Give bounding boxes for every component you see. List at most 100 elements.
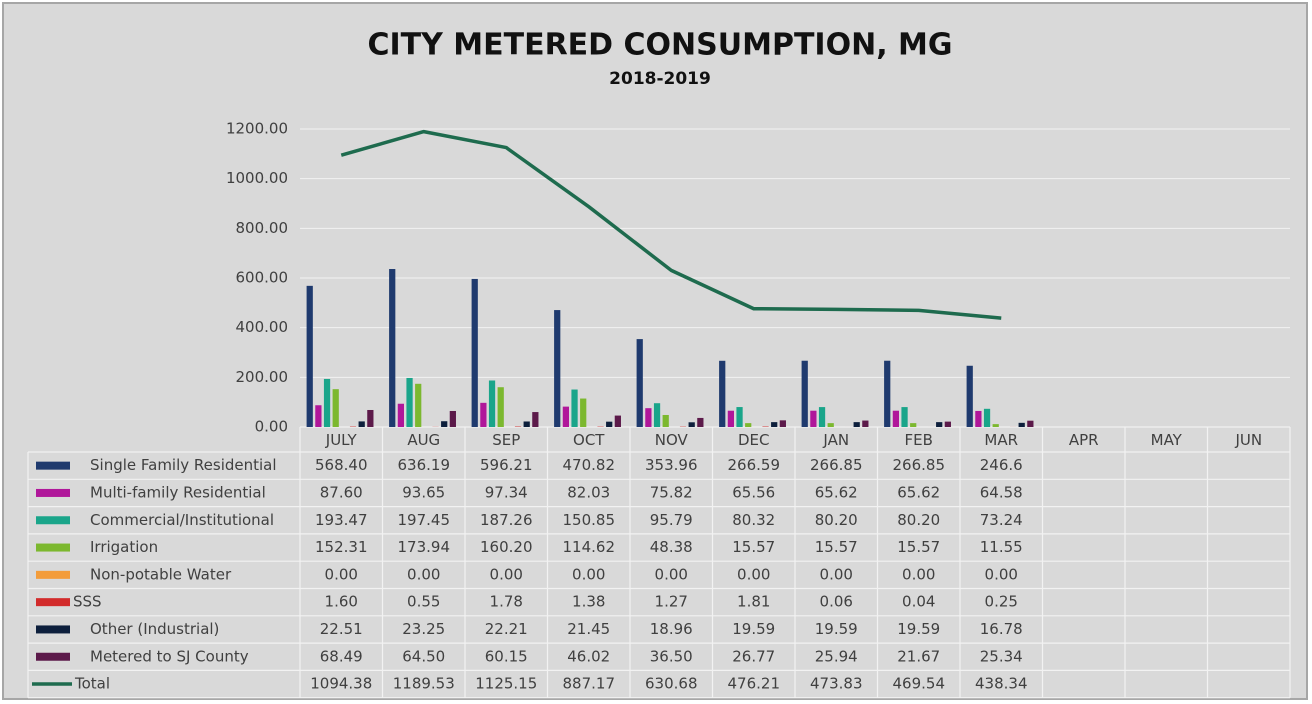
table-cell: 469.54 [893, 675, 946, 693]
table-cell: 64.58 [980, 483, 1023, 501]
table-cell: 266.59 [728, 456, 781, 474]
table-cell: 46.02 [567, 647, 610, 665]
table-cell: 197.45 [398, 511, 451, 529]
table-cell: 15.57 [815, 538, 858, 556]
table-cell: 470.82 [563, 456, 616, 474]
table-cell: 48.38 [650, 538, 693, 556]
x-tick-label: JULY [325, 431, 358, 449]
table-cell: 0.06 [820, 593, 853, 611]
bar [415, 383, 422, 427]
table-cell: 15.57 [732, 538, 775, 556]
table-cell: 0.00 [655, 565, 688, 583]
bar [332, 389, 339, 427]
x-tick-label: JUN [1234, 431, 1262, 449]
bar [315, 405, 322, 427]
bar [892, 410, 899, 427]
bar [323, 378, 331, 427]
table-cell: 636.19 [398, 456, 451, 474]
bar [810, 410, 817, 427]
table-cell: 1.81 [737, 593, 770, 611]
table-cell: 0.25 [985, 593, 1018, 611]
table-cell: 0.00 [407, 565, 440, 583]
chart-title: CITY METERED CONSUMPTION, MG [367, 28, 952, 63]
y-tick-label: 400.00 [236, 318, 289, 336]
table-cell: 1189.53 [393, 675, 455, 693]
bar [853, 422, 860, 427]
table-cell: 75.82 [650, 483, 693, 501]
bar [449, 410, 456, 427]
bar [884, 360, 891, 427]
legend-label: Non-potable Water [90, 565, 232, 583]
table-cell: 0.04 [902, 593, 935, 611]
legend-key [36, 598, 70, 607]
table-cell: 0.00 [572, 565, 605, 583]
line [340, 129, 1002, 320]
legend-key [36, 461, 70, 470]
table-cell: 266.85 [893, 456, 946, 474]
y-tick-label: 200.00 [236, 368, 289, 386]
table-cell: 1125.15 [475, 675, 537, 693]
table-cell: 630.68 [645, 675, 698, 693]
bar [397, 403, 404, 427]
x-tick-label: SEP [492, 431, 520, 449]
bar [688, 422, 695, 427]
table-cell: 16.78 [980, 620, 1023, 638]
bar [901, 407, 908, 427]
table-cell: 0.00 [902, 565, 935, 583]
table-cell: 438.34 [975, 675, 1028, 693]
bar [653, 403, 661, 427]
legend-key [36, 652, 70, 661]
bar [488, 380, 496, 427]
table-cell: 21.67 [897, 647, 940, 665]
bar [497, 387, 504, 427]
bar [827, 423, 834, 427]
table-cell: 353.96 [645, 456, 698, 474]
table-cell: 473.83 [810, 675, 863, 693]
bar [562, 406, 569, 427]
legend-label: Multi-family Residential [90, 483, 266, 501]
table-cell: 80.20 [815, 511, 858, 529]
table-cell: 0.00 [985, 565, 1018, 583]
bar [966, 365, 973, 427]
bar [936, 422, 943, 427]
y-tick-label: 600.00 [236, 269, 289, 287]
chart-subtitle: 2018-2019 [609, 69, 711, 89]
bar [662, 414, 669, 427]
table-cell: 22.51 [320, 620, 363, 638]
table-cell: 19.59 [815, 620, 858, 638]
table-cell: 60.15 [485, 647, 528, 665]
legend-label: Single Family Residential [90, 456, 277, 474]
table-cell: 18.96 [650, 620, 693, 638]
bar [944, 421, 951, 427]
bar [306, 285, 313, 427]
legend-label: Total [74, 675, 110, 693]
legend-label: Metered to SJ County [90, 647, 249, 665]
bar [801, 360, 808, 427]
bar [614, 415, 621, 427]
table-cell: 65.62 [815, 483, 858, 501]
table-cell: 887.17 [563, 675, 616, 693]
table-cell: 19.59 [732, 620, 775, 638]
table-cell: 0.00 [490, 565, 523, 583]
table-cell: 68.49 [320, 647, 363, 665]
table-cell: 25.34 [980, 647, 1023, 665]
x-tick-label: JAN [822, 431, 849, 449]
table-cell: 596.21 [480, 456, 533, 474]
bar [580, 398, 587, 427]
table-cell: 73.24 [980, 511, 1023, 529]
bar [818, 407, 826, 427]
bar [645, 408, 652, 427]
bar [1018, 422, 1025, 427]
bar [606, 421, 613, 427]
table-cell: 11.55 [980, 538, 1023, 556]
table-cell: 1.27 [655, 593, 688, 611]
bar [636, 339, 643, 427]
table-cell: 568.40 [315, 456, 368, 474]
bar [571, 389, 578, 427]
table-cell: 0.55 [407, 593, 440, 611]
table-cell: 266.85 [810, 456, 863, 474]
table-cell: 23.25 [402, 620, 445, 638]
table-cell: 19.59 [897, 620, 940, 638]
table-cell: 1094.38 [310, 675, 372, 693]
